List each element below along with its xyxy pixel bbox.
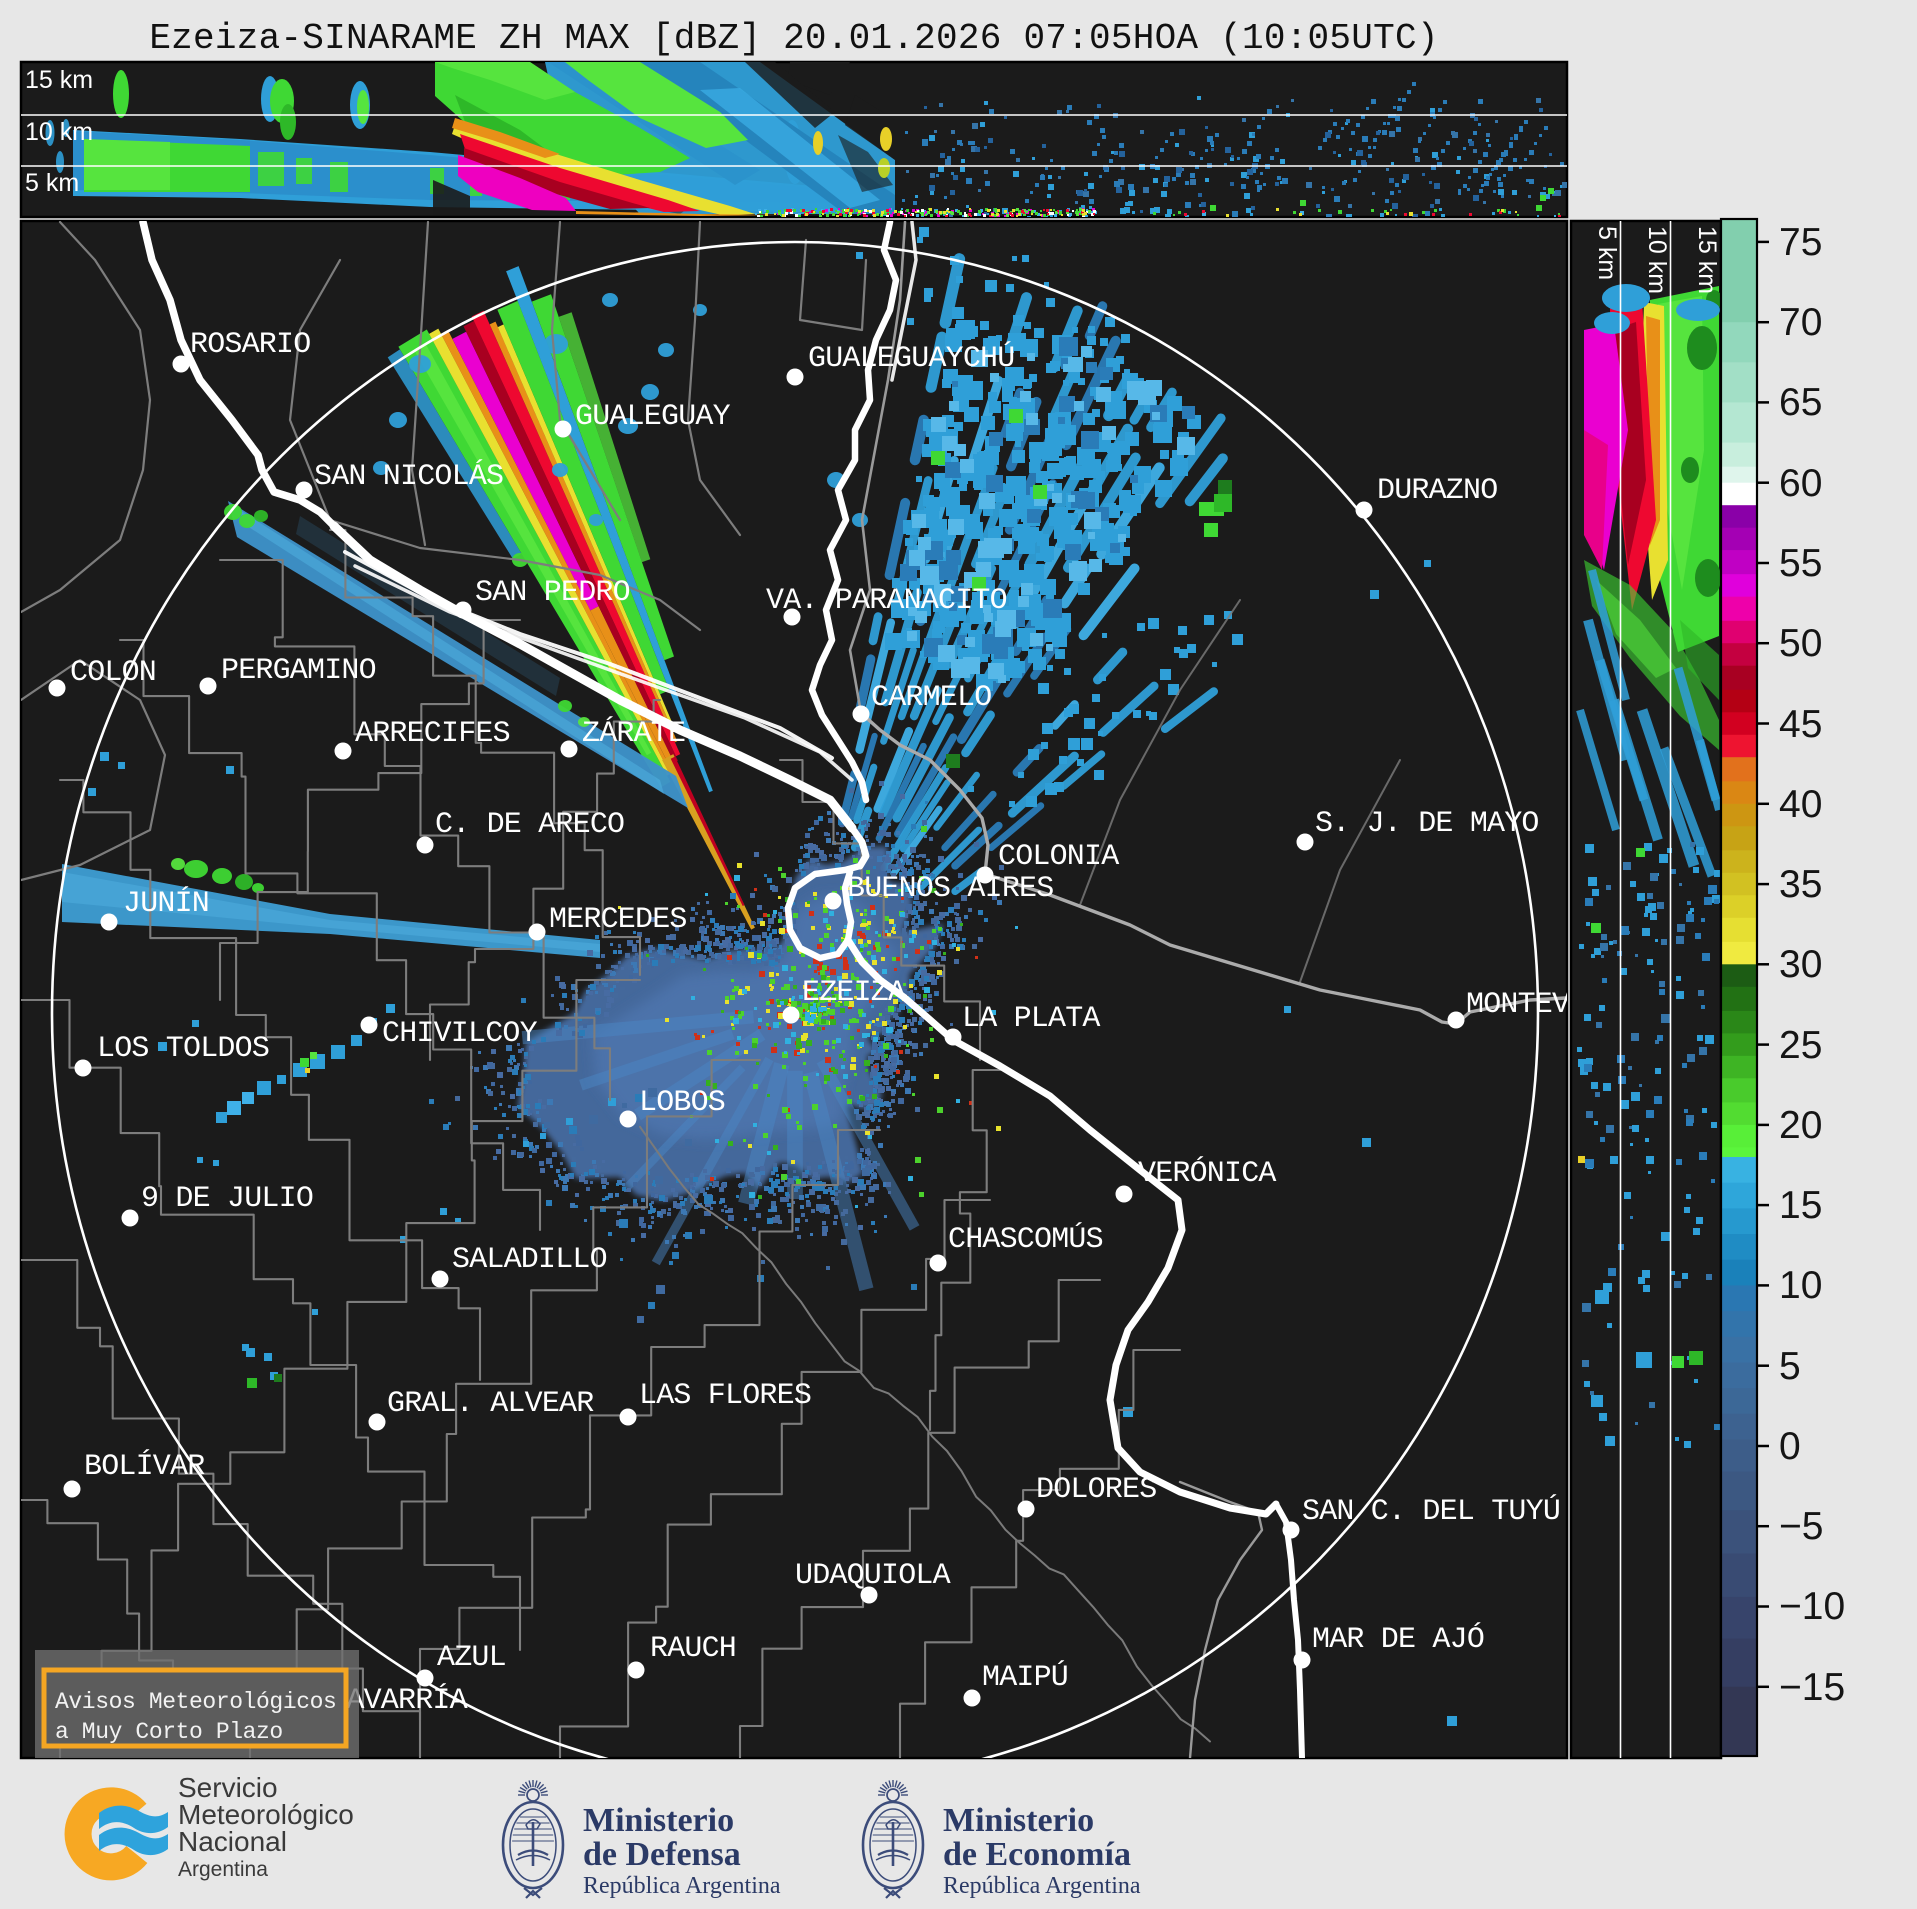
svg-text:ROSARIO: ROSARIO [190, 328, 310, 362]
svg-text:−10: −10 [1779, 1585, 1845, 1628]
svg-text:MONTEVIDEO: MONTEVIDEO [1466, 988, 1638, 1022]
svg-text:−5: −5 [1779, 1505, 1823, 1548]
svg-text:BOLÍVAR: BOLÍVAR [84, 1449, 205, 1484]
svg-text:CHASCOMÚS: CHASCOMÚS [948, 1222, 1103, 1257]
svg-text:RAUCH: RAUCH [650, 1632, 736, 1666]
svg-text:75: 75 [1779, 221, 1822, 264]
svg-text:35: 35 [1779, 863, 1822, 906]
svg-text:Avisos Meteorológicos: Avisos Meteorológicos [55, 1689, 336, 1715]
svg-text:COLON: COLON [70, 656, 156, 690]
svg-text:55: 55 [1779, 542, 1822, 585]
svg-text:SAN NICOLÁS: SAN NICOLÁS [314, 459, 503, 494]
svg-text:Nacional: Nacional [178, 1826, 287, 1857]
svg-text:COLONIA: COLONIA [998, 840, 1119, 874]
svg-text:10: 10 [1779, 1264, 1822, 1307]
svg-text:Servicio: Servicio [178, 1772, 278, 1803]
svg-text:C. DE ARECO: C. DE ARECO [435, 808, 624, 842]
svg-text:5 km: 5 km [1593, 226, 1621, 280]
svg-text:CARMELO: CARMELO [871, 681, 991, 715]
svg-text:9 DE JULIO: 9 DE JULIO [141, 1182, 313, 1216]
svg-text:Ministerio: Ministerio [583, 1802, 734, 1839]
svg-text:SAN C. DEL TUYÚ: SAN C. DEL TUYÚ [1302, 1494, 1560, 1529]
svg-text:República Argentina: República Argentina [943, 1873, 1141, 1899]
svg-text:60: 60 [1779, 462, 1822, 505]
svg-text:S. J. DE MAYO: S. J. DE MAYO [1315, 807, 1539, 841]
svg-text:50: 50 [1779, 622, 1822, 665]
svg-text:MERCEDES: MERCEDES [549, 903, 687, 937]
svg-text:MAR DE AJÓ: MAR DE AJÓ [1312, 1622, 1484, 1657]
svg-text:Meteorológico: Meteorológico [178, 1799, 354, 1830]
svg-text:LA PLATA: LA PLATA [962, 1002, 1100, 1036]
svg-text:DOLORES: DOLORES [1036, 1473, 1156, 1507]
svg-text:VERÓNICA: VERÓNICA [1138, 1156, 1276, 1191]
svg-text:40: 40 [1779, 783, 1822, 826]
svg-text:BUENOS AIRES: BUENOS AIRES [847, 872, 1053, 906]
svg-text:0: 0 [1779, 1425, 1801, 1468]
svg-text:MAIPÚ: MAIPÚ [982, 1660, 1068, 1695]
svg-text:a Muy Corto Plazo: a Muy Corto Plazo [55, 1719, 283, 1745]
svg-text:30: 30 [1779, 943, 1822, 986]
svg-text:UDAQUIOLA: UDAQUIOLA [795, 1559, 951, 1593]
svg-text:de Defensa: de Defensa [583, 1836, 741, 1873]
svg-text:Ministerio: Ministerio [943, 1802, 1094, 1839]
svg-text:LAS FLORES: LAS FLORES [639, 1379, 811, 1413]
svg-text:JUNÍN: JUNÍN [123, 886, 209, 921]
svg-text:GUALEGUAYCHÚ: GUALEGUAYCHÚ [808, 341, 1014, 376]
svg-text:PERGAMINO: PERGAMINO [221, 654, 376, 688]
svg-text:20: 20 [1779, 1104, 1822, 1147]
svg-text:45: 45 [1779, 703, 1822, 746]
svg-text:DURAZNO: DURAZNO [1377, 474, 1497, 508]
svg-text:−15: −15 [1779, 1666, 1845, 1709]
svg-text:República Argentina: República Argentina [583, 1873, 781, 1899]
svg-text:15 km: 15 km [25, 66, 93, 94]
svg-text:de Economía: de Economía [943, 1836, 1131, 1873]
svg-text:65: 65 [1779, 381, 1822, 424]
svg-text:5 km: 5 km [25, 169, 79, 197]
svg-text:15: 15 [1779, 1184, 1822, 1227]
svg-text:CHIVILCOY: CHIVILCOY [382, 1017, 538, 1051]
svg-text:SAN PEDRO: SAN PEDRO [475, 576, 630, 610]
svg-text:VA. PARANACITO: VA. PARANACITO [766, 584, 1007, 618]
svg-text:ARRECIFES: ARRECIFES [355, 717, 510, 751]
svg-text:LOS TOLDOS: LOS TOLDOS [97, 1032, 269, 1066]
svg-text:EZEIZA: EZEIZA [802, 976, 906, 1010]
svg-text:ZÁRATE: ZÁRATE [582, 716, 685, 751]
svg-text:GRAL. ALVEAR: GRAL. ALVEAR [387, 1387, 594, 1421]
svg-text:5: 5 [1779, 1345, 1801, 1388]
svg-text:LOBOS: LOBOS [639, 1086, 725, 1120]
svg-text:SALADILLO: SALADILLO [452, 1243, 607, 1277]
svg-text:10 km: 10 km [25, 118, 93, 146]
svg-text:25: 25 [1779, 1024, 1822, 1067]
svg-text:GUALEGUAY: GUALEGUAY [575, 400, 731, 434]
svg-text:15 km: 15 km [1693, 226, 1721, 294]
svg-text:Ezeiza-SINARAME ZH MAX [dBZ] 2: Ezeiza-SINARAME ZH MAX [dBZ] 20.01.2026 … [149, 18, 1438, 59]
svg-text:Argentina: Argentina [178, 1858, 268, 1881]
svg-text:70: 70 [1779, 301, 1822, 344]
svg-text:10 km: 10 km [1643, 226, 1671, 294]
svg-text:AZUL: AZUL [437, 1641, 506, 1675]
